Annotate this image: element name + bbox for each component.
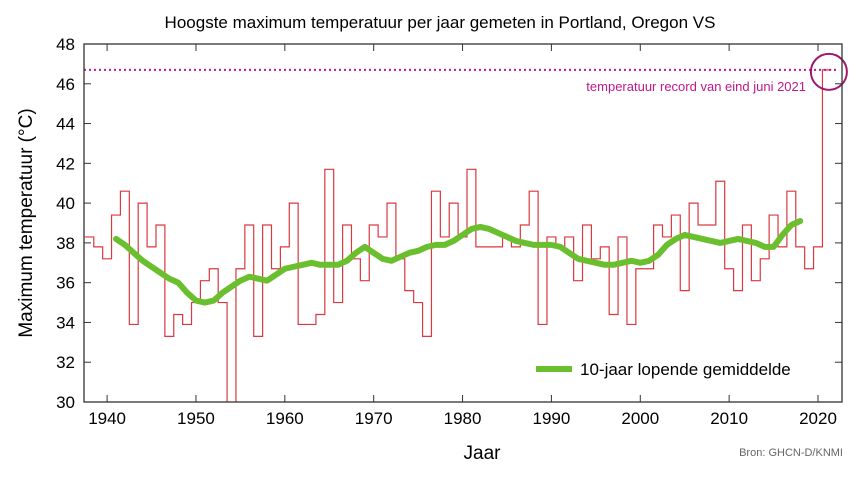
y-tick-label: 44 (56, 115, 75, 134)
source-note: Bron: GHCN-D/KNMI (739, 447, 843, 459)
x-tick-label: 1960 (266, 409, 304, 428)
y-tick-label: 38 (56, 234, 75, 253)
annual-max-steps (84, 69, 832, 402)
x-tick-label: 1940 (88, 409, 126, 428)
y-tick-label: 46 (56, 75, 75, 94)
y-tick-label: 42 (56, 154, 75, 173)
legend-label: 10-jaar lopende gemiddelde (580, 360, 791, 379)
x-tick-label: 1950 (177, 409, 215, 428)
x-tick-label: 1980 (444, 409, 482, 428)
x-tick-label: 1970 (355, 409, 393, 428)
record-annotation: temperatuur record van eind juni 2021 (586, 79, 806, 94)
y-tick-label: 32 (56, 353, 75, 372)
y-tick-label: 40 (56, 194, 75, 213)
y-tick-label: 48 (56, 35, 75, 54)
x-axis-label: Jaar (464, 443, 502, 464)
x-tick-label: 1990 (533, 409, 571, 428)
plot-frame (83, 43, 843, 403)
record-circle (809, 52, 848, 91)
x-tick-label: 2010 (710, 409, 748, 428)
chart-title: Hoogste maximum temperatuur per jaar gem… (165, 13, 716, 32)
y-axis-label: Maximum temperatuur (°C) (16, 108, 37, 337)
x-tick-label: 2000 (621, 409, 659, 428)
legend: 10-jaar lopende gemiddelde (536, 360, 791, 379)
y-tick-label: 36 (56, 274, 75, 293)
running-mean-line (112, 218, 804, 306)
y-tick-label: 30 (56, 393, 75, 412)
x-tick-label: 2020 (799, 409, 837, 428)
y-tick-label: 34 (56, 313, 75, 332)
